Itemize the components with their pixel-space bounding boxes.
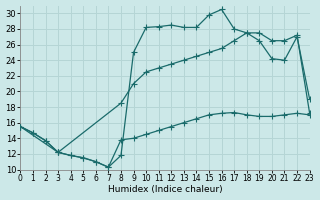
X-axis label: Humidex (Indice chaleur): Humidex (Indice chaleur) [108, 185, 222, 194]
